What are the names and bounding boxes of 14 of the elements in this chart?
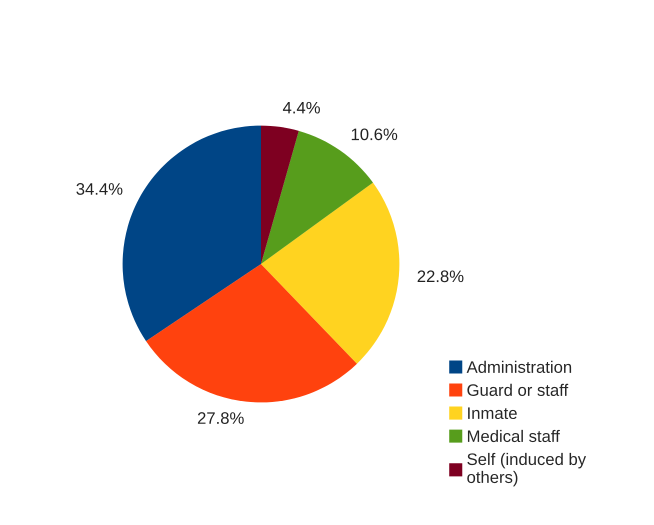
pie-slice (146, 264, 357, 402)
pie-slice (261, 126, 299, 264)
pie-slice (122, 126, 261, 342)
data-label: 22.8% (418, 270, 464, 282)
legend-label: Inmate (468, 407, 517, 420)
legend-label: Self (induced by others) (467, 452, 586, 486)
legend-label: Administration (466, 360, 572, 373)
legend-label: Medical staff (468, 430, 560, 442)
data-label: 34.4% (76, 183, 122, 195)
data-label: 27.8% (198, 412, 244, 424)
data-label: 4.4% (282, 102, 320, 114)
pie-slice (261, 182, 400, 364)
data-label: 10.6% (352, 128, 398, 140)
legend-label: Guard or staff (467, 384, 568, 396)
